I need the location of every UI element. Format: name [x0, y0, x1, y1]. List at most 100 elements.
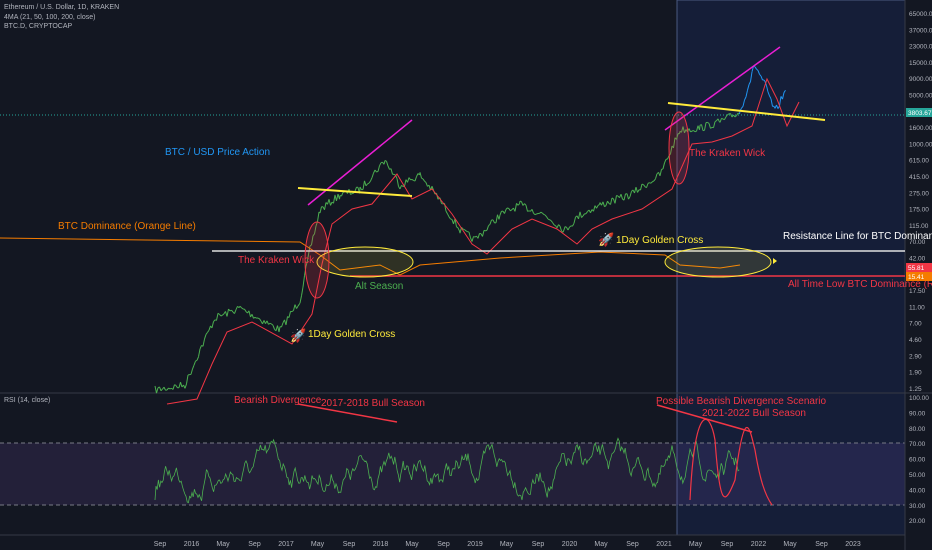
price-segment: [421, 177, 424, 180]
price-segment: [213, 319, 216, 322]
annotation: Possible Bearish Divergence Scenario: [656, 396, 827, 407]
price-segment: [725, 114, 728, 118]
price-segment: [779, 96, 782, 107]
annotation: 1Day Golden Cross: [308, 329, 395, 340]
price-segment: [456, 226, 459, 229]
rsi-axis-label: 60.00: [909, 457, 926, 464]
price-segment: [699, 125, 701, 130]
price-axis-label: 415.00: [909, 174, 929, 181]
price-axis-label: 1000.00: [909, 141, 932, 148]
price-segment: [454, 218, 457, 227]
rsi-axis-label: 40.00: [909, 487, 926, 494]
price-segment: [510, 209, 513, 212]
rocket-icon: 🚀: [290, 328, 306, 343]
price-segment: [461, 226, 464, 230]
price-segment: [531, 209, 534, 214]
price-axis-label: 5000.00: [909, 93, 932, 100]
price-segment: [485, 229, 488, 232]
price-segment: [549, 219, 552, 221]
price-segment: [401, 184, 404, 187]
price-segment: [216, 313, 219, 321]
rsi-line: [154, 437, 740, 504]
price-segment: [676, 133, 679, 140]
time-axis-label: 2019: [467, 541, 483, 548]
price-segment: [314, 225, 317, 235]
time-axis-label: Sep: [248, 541, 261, 548]
price-segment: [770, 98, 773, 107]
rsi-axis-label: 90.00: [909, 410, 926, 417]
price-segment: [196, 356, 199, 361]
price-segment: [499, 211, 502, 216]
price-axis-label: 4.60: [909, 337, 922, 344]
annotation: All Time Low BTC Dominance (Red Lin: [788, 279, 932, 290]
price-segment: [229, 309, 232, 312]
annotation: 2021-2022 Bull Season: [702, 408, 806, 419]
price-segment: [219, 314, 222, 317]
price-segment: [745, 90, 748, 98]
price-segment: [684, 129, 687, 134]
price-segment: [419, 172, 422, 179]
price-segment: [569, 225, 572, 228]
time-axis-label: May: [689, 541, 703, 548]
annotation: 1Day Golden Cross: [616, 235, 703, 246]
price-segment: [448, 216, 451, 220]
price-segment: [156, 387, 159, 394]
price-segment: [489, 219, 492, 225]
price-segment: [447, 213, 450, 218]
price-segment: [462, 228, 465, 231]
price-segment: [714, 120, 717, 123]
price-segment: [407, 177, 410, 183]
price-segment: [498, 214, 501, 220]
price-segment: [202, 338, 205, 347]
price-segment: [776, 104, 779, 109]
price-segment: [367, 182, 370, 185]
price-segment: [556, 224, 559, 229]
price-segment: [386, 161, 389, 167]
price-segment: [272, 325, 275, 330]
price-segment: [727, 113, 730, 116]
time-axis-label: Sep: [721, 541, 734, 548]
price-segment: [616, 195, 619, 197]
price-segment: [573, 217, 576, 224]
price-segment: [235, 306, 238, 310]
time-axis-label: Sep: [343, 541, 356, 548]
price-segment: [154, 385, 157, 394]
price-segment: [198, 348, 201, 357]
price-segment: [424, 180, 427, 183]
price-segment: [399, 185, 402, 190]
price-segment: [285, 316, 288, 326]
price-segment: [641, 183, 644, 186]
price-segment: [611, 197, 614, 200]
price-segment: [373, 169, 376, 174]
price-segment: [682, 126, 685, 134]
price-segment: [626, 193, 629, 200]
price-segment: [180, 382, 183, 388]
time-axis-label: 2018: [373, 541, 389, 548]
time-axis-label: May: [405, 541, 419, 548]
price-segment: [604, 205, 607, 208]
time-axis-label: May: [783, 541, 797, 548]
price-segment: [585, 211, 588, 214]
price-segment: [278, 326, 281, 333]
price-axis-label: 615.00: [909, 158, 929, 165]
rsi-band: [0, 443, 905, 505]
price-segment: [590, 209, 593, 213]
price-segment: [457, 227, 460, 232]
price-segment: [717, 118, 720, 123]
price-badge: [906, 272, 932, 281]
price-segment: [192, 364, 195, 370]
price-segment: [504, 209, 507, 214]
price-segment: [411, 179, 414, 181]
price-segment: [533, 212, 536, 216]
price-segment: [760, 75, 763, 81]
price-segment: [707, 121, 710, 124]
price-segment: [362, 180, 365, 190]
price-segment: [428, 185, 431, 191]
annotation: Alt Season: [355, 281, 403, 292]
price-segment: [204, 334, 207, 340]
price-segment: [693, 130, 696, 133]
price-segment: [719, 118, 722, 123]
annotation: BTC Dominance (Orange Line): [58, 221, 196, 232]
price-segment: [422, 178, 425, 182]
rsi-title: RSI (14, close): [4, 397, 50, 404]
